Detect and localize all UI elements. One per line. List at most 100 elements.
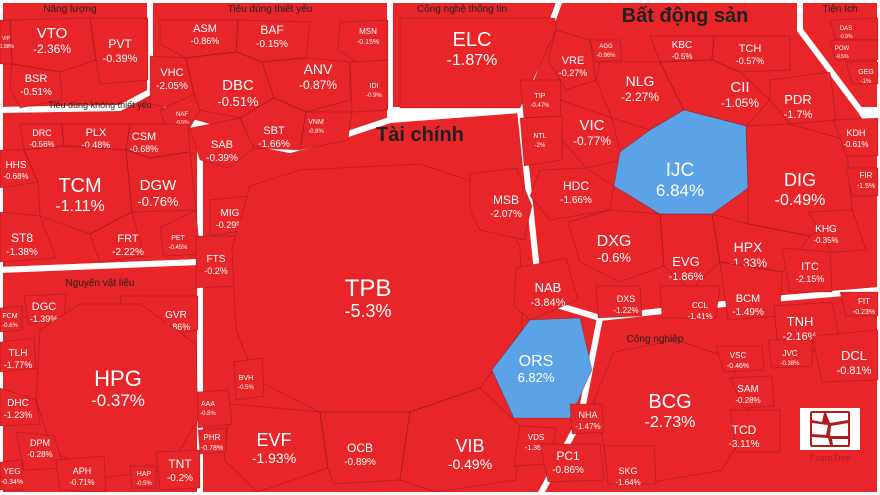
stock-cell-jvc[interactable]: JVC -0.38%	[767, 339, 813, 369]
stock-cell-itc[interactable]: ITC-2.15%	[781, 247, 833, 293]
stock-cell-nab[interactable]: NAB -3.84%	[513, 257, 579, 321]
stock-cell-fir[interactable]: FIR -1.5%	[845, 167, 879, 197]
stock-cell-dgc[interactable]: DGC-1.39%	[23, 293, 67, 325]
stock-ticker-label: VSC	[730, 351, 747, 360]
stock-cell-kdh[interactable]: KDH -0.61%	[833, 117, 879, 157]
stock-cell-shape	[0, 459, 23, 491]
stock-cell-das[interactable]: DAS -0.9%	[829, 17, 879, 41]
stock-cell-cii[interactable]: CII-1.05%	[659, 59, 771, 127]
stock-cell-idi[interactable]: IDI -0.9%	[349, 59, 389, 113]
stock-cell-evf[interactable]: EVF-1.93%	[223, 403, 329, 493]
watermark-label: FoamTree	[809, 453, 851, 464]
stock-cell-drc[interactable]: DRC -0.56%	[19, 123, 65, 151]
stock-cell-nlg[interactable]: NLG-2.27%	[595, 61, 685, 131]
stock-cell-baf[interactable]: BAF -0.15%	[235, 19, 311, 63]
stock-cell-aph[interactable]: APH -0.71%	[55, 455, 107, 493]
stock-cell-kbc[interactable]: KBC-0.5%	[649, 35, 715, 63]
stock-ticker-label: BCM	[736, 293, 760, 305]
stock-cell-khg[interactable]: KHG-0.35%	[807, 209, 867, 253]
stock-cell-pdr[interactable]: PDR -1.7%	[769, 71, 837, 125]
stock-cell-nha[interactable]: NHA -1.47%	[569, 403, 605, 435]
stock-cell-pvt[interactable]: PVT -0.39%	[89, 17, 149, 85]
stock-cell-sab[interactable]: SAB -0.39%	[189, 117, 255, 169]
stock-cell-st8[interactable]: ST8 -1.38%	[0, 211, 57, 263]
stock-cell-tnt[interactable]: TNT -0.2%	[155, 449, 201, 491]
stock-cell-bcm[interactable]: BCM -1.49%	[719, 261, 783, 321]
stock-cell-bvh[interactable]: BVH -0.5%	[233, 357, 265, 401]
stock-cell-pow[interactable]: POW -0.5%	[829, 39, 879, 61]
stock-change-label: -0.5%	[175, 120, 189, 126]
stock-cell-tlh[interactable]: TLH-1.77%	[0, 337, 37, 373]
stock-cell-phr[interactable]: PHR -0.78%	[197, 427, 227, 455]
stock-cell-ccl[interactable]: CCL -1.41%	[659, 285, 721, 321]
stock-cell-shape	[0, 387, 41, 427]
stock-cell-vto[interactable]: VTO-2.36%	[9, 17, 97, 73]
stock-cell-tcm[interactable]: TCM-1.11%	[23, 145, 133, 235]
stock-cell-agg[interactable]: AGG -0.96%	[589, 39, 623, 63]
stock-cell-shape	[0, 211, 57, 263]
stock-cell-msn[interactable]: MSN -0.15%	[337, 19, 389, 65]
stock-cell-msb[interactable]: MSB -2.07%	[469, 167, 533, 241]
stock-ticker-label: CCL	[692, 301, 709, 310]
stock-ticker-label: TCM	[58, 175, 101, 197]
stock-cell-ocb[interactable]: OCB -0.89%	[319, 411, 411, 485]
stock-cell-dhc[interactable]: DHC-1.23%	[0, 387, 41, 427]
stock-cell-shape	[469, 167, 533, 241]
stock-cell-shape	[0, 19, 13, 65]
stock-cell-geg[interactable]: GEG -1%	[845, 61, 879, 85]
stock-cell-vib[interactable]: VIB-0.49%	[399, 387, 521, 493]
stock-cell-aaa[interactable]: AAA -0.8%	[195, 389, 233, 429]
stock-cell-shape	[829, 17, 879, 41]
sector-title: Công nghệ thông tin	[417, 4, 507, 15]
stock-cell-hpg[interactable]: HPG-0.37%	[35, 303, 199, 479]
stock-cell-shape	[129, 465, 157, 489]
stock-cell-vip[interactable]: VIP -1.98%	[0, 19, 14, 65]
stock-change-label: -1.47%	[575, 422, 600, 431]
stock-cell-dxs[interactable]: DXS -1.22%	[595, 285, 643, 319]
stock-cell-vnm[interactable]: VNM -0.8%	[299, 111, 353, 151]
stock-cell-pc1[interactable]: PC1 -0.86%	[539, 443, 605, 483]
stock-cell-tch[interactable]: TCH-0.57%	[711, 35, 791, 73]
stock-cell-yeg[interactable]: YEG -0.34%	[0, 459, 23, 491]
stock-cell-tcd[interactable]: TCD -3.11%	[729, 409, 781, 453]
stock-change-label: -2.73%	[645, 414, 696, 431]
stock-cell-tpb[interactable]: TPB-5.3%	[231, 163, 523, 413]
stock-cell-fcm[interactable]: FCM -0.6%	[0, 305, 23, 333]
stock-change-label: -0.2%	[167, 473, 193, 484]
stock-cell-vic[interactable]: VIC-0.77%	[559, 99, 623, 169]
stock-cell-hap[interactable]: HAP -0.5%	[129, 465, 157, 489]
stock-cell-vsc[interactable]: VSC -0.46%	[715, 345, 765, 373]
stock-ticker-label: EVG	[672, 254, 699, 269]
stock-cell-dgw[interactable]: DGW-0.76%	[125, 149, 197, 213]
stock-cell-fts[interactable]: FTS-0.2%	[195, 235, 237, 289]
stock-cell-shape	[233, 357, 265, 401]
stock-cell-sbt[interactable]: SBT -1.66%	[239, 97, 307, 151]
stock-ticker-label: KHG	[815, 224, 837, 235]
stock-change-label: -0.29%	[216, 220, 245, 230]
stock-change-label: -0.68%	[130, 144, 159, 154]
stock-cell-evg[interactable]: EVG -1.86%	[659, 213, 721, 291]
stock-cell-ntl[interactable]: NTL -2%	[519, 115, 563, 167]
stock-cell-vre[interactable]: VRE-0.27%	[547, 29, 597, 91]
stock-cell-frt[interactable]: FRT -2.22%	[89, 211, 145, 263]
stock-cell-skg[interactable]: SKG -1.64%	[603, 445, 657, 487]
stock-cell-dcl[interactable]: DCL -0.81%	[811, 329, 879, 383]
stock-ticker-label: VIC	[579, 117, 604, 134]
stock-cell-bsr[interactable]: BSR -0.51%	[9, 63, 63, 109]
stock-change-label: -0.39%	[103, 53, 138, 65]
stock-cell-anv[interactable]: ANV-0.87%	[261, 57, 351, 113]
stock-cell-elc[interactable]: ELC-1.87%	[399, 17, 557, 109]
stock-change-label: -0.35%	[813, 236, 838, 245]
stock-cell-hdc[interactable]: HDC -1.66%	[529, 167, 615, 221]
stock-cell-dpm[interactable]: DPM -0.28%	[15, 431, 65, 471]
stock-cell-tip[interactable]: TIP -0.47%	[519, 79, 563, 119]
stock-cell-fit[interactable]: FIT -0.23%	[839, 291, 879, 317]
stock-cell-shape	[299, 111, 353, 151]
stock-change-label: -1.87%	[447, 52, 498, 69]
stock-cell-dbc[interactable]: DBC-0.51%	[185, 51, 275, 119]
stock-cell-vhc[interactable]: VHC -2.05%	[149, 55, 195, 109]
stock-cell-shape	[89, 211, 145, 263]
stock-cell-sam[interactable]: SAM-0.28%	[729, 375, 775, 409]
